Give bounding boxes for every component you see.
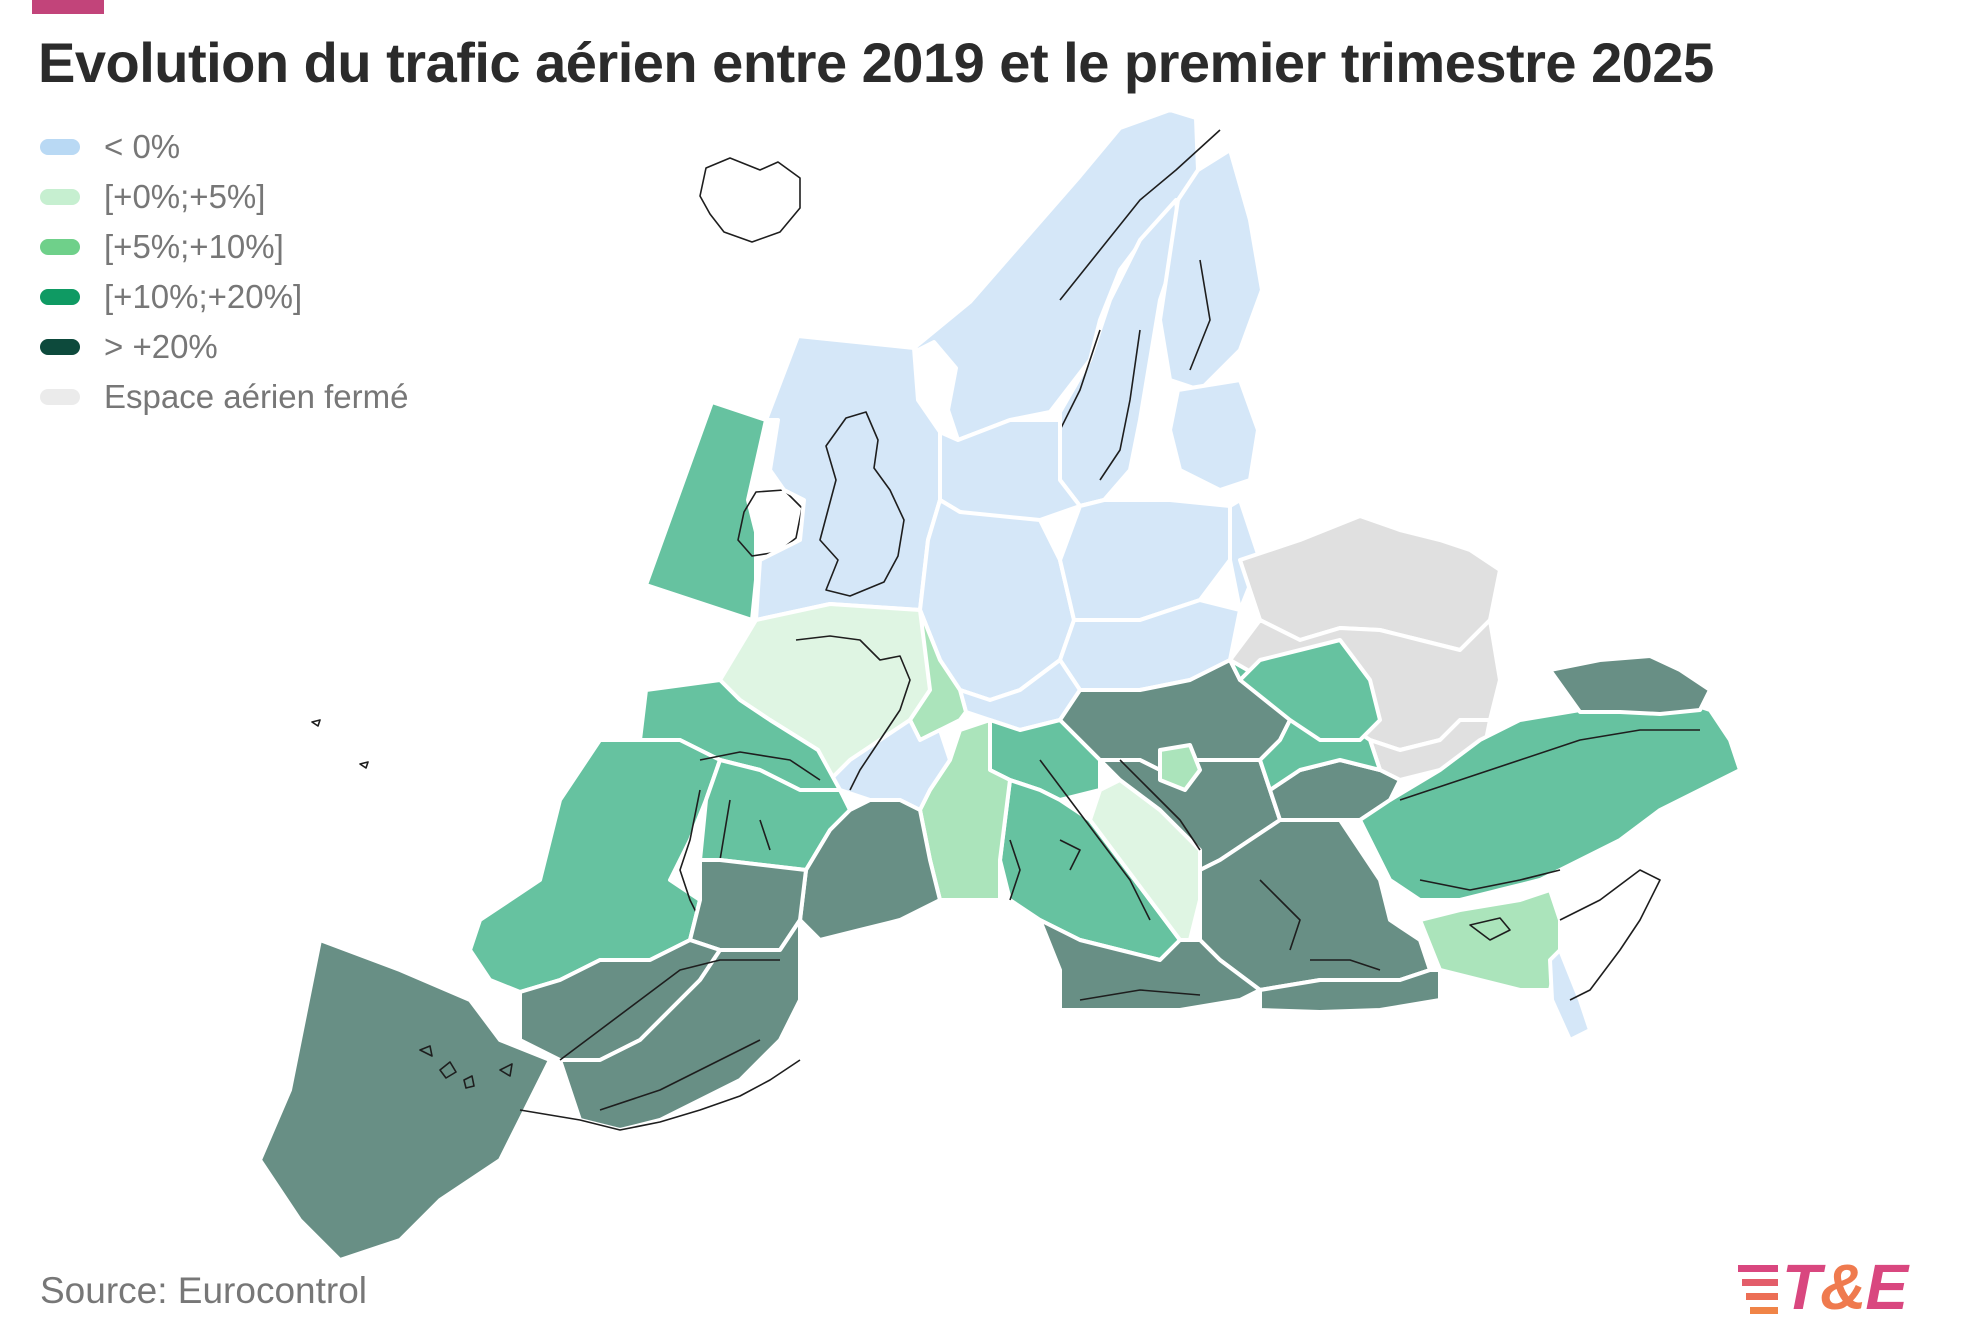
legend-swatch — [40, 239, 80, 255]
legend-swatch — [40, 189, 80, 205]
logo-t: T — [1782, 1251, 1821, 1323]
legend-swatch — [40, 289, 80, 305]
logo-text: T&E — [1782, 1250, 1908, 1324]
legend-label: < 0% — [104, 128, 181, 165]
sahara-outline — [519, 1059, 801, 1131]
zone-uk — [754, 334, 942, 622]
italy-coast — [1009, 759, 1151, 921]
zone-finland — [1158, 148, 1264, 392]
zone-caucasus — [1548, 654, 1712, 716]
accent-bar — [32, 0, 104, 14]
cyprus-coast — [1469, 917, 1511, 941]
madeira-azores — [311, 719, 369, 769]
legend-swatch — [40, 139, 80, 155]
legend-label: [+5%;+10%] — [104, 228, 284, 265]
logo-stripes-icon — [1738, 1265, 1778, 1314]
legend-label: [+0%;+5%] — [104, 178, 266, 215]
legend-label: Espace aérien fermé — [104, 378, 409, 415]
great-britain-coast — [819, 411, 905, 597]
iceland-outline — [699, 157, 801, 243]
legend-item-0-5: [+0%;+5%] — [40, 172, 409, 222]
zone-israel — [1548, 948, 1592, 1042]
zone-malta-libya — [1258, 968, 1442, 1014]
zone-algeria-tunisia — [1038, 918, 1262, 1012]
legend: < 0% [+0%;+5%] [+5%;+10%] [+10%;+20%] > … — [40, 122, 409, 422]
zone-baltics — [1168, 378, 1260, 492]
zone-bosnia — [1158, 743, 1202, 792]
legend-item-closed: Espace aérien fermé — [40, 372, 409, 422]
zone-france-east — [908, 608, 968, 742]
zone-romania-main — [1238, 638, 1382, 742]
te-logo: T&E — [1738, 1250, 1908, 1324]
levant-outline — [1559, 869, 1661, 1001]
legend-item-10-20: [+10%;+20%] — [40, 272, 409, 322]
north-africa-coast — [559, 959, 1201, 1111]
balkan-coast — [1119, 759, 1381, 971]
zone-barcelona — [798, 798, 942, 942]
logo-e: E — [1865, 1251, 1908, 1323]
legend-label: [+10%;+20%] — [104, 278, 303, 315]
legend-label: > +20% — [104, 328, 218, 365]
legend-item-5-10: [+5%;+10%] — [40, 222, 409, 272]
zone-poland — [1058, 498, 1232, 622]
france-coast — [795, 635, 911, 791]
iberia-coast — [679, 751, 821, 921]
chart-title: Evolution du trafic aérien entre 2019 et… — [38, 31, 1714, 94]
canary-islands — [419, 1045, 513, 1089]
zone-shanwick — [644, 400, 768, 622]
turkey-coast — [1399, 729, 1700, 891]
legend-swatch — [40, 389, 80, 405]
legend-item-above-20: > +20% — [40, 322, 409, 372]
zone-turkey — [1358, 698, 1742, 902]
zone-morocco — [558, 918, 802, 1132]
scandinavia-coast — [1059, 129, 1221, 481]
logo-amp: & — [1820, 1251, 1866, 1323]
zone-canarias — [258, 938, 552, 1262]
legend-item-below-0: < 0% — [40, 122, 409, 172]
source-note: Source: Eurocontrol — [40, 1270, 368, 1311]
legend-swatch — [40, 339, 80, 355]
